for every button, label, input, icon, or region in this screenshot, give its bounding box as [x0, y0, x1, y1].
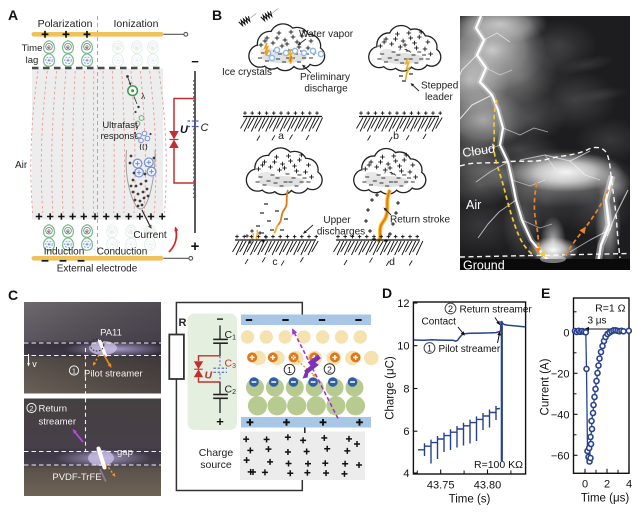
svg-text:e: e [66, 228, 70, 235]
svg-text:streamer: streamer [39, 417, 76, 428]
svg-text:1: 1 [427, 344, 432, 354]
svg-text:e: e [151, 44, 155, 51]
svg-text:e: e [148, 228, 152, 235]
svg-text:+: + [191, 238, 200, 255]
svg-text:43.80: 43.80 [474, 480, 502, 492]
svg-text:Water vapor: Water vapor [299, 29, 354, 40]
svg-text:6: 6 [403, 426, 409, 438]
svg-text:Charge: Charge [199, 447, 234, 459]
svg-text:C1: C1 [225, 329, 237, 342]
svg-text:Return streamer: Return streamer [460, 305, 533, 316]
svg-text:e: e [47, 228, 51, 235]
svg-text:R: R [179, 317, 187, 329]
svg-text:4: 4 [626, 479, 632, 491]
svg-text:Induction: Induction [44, 247, 85, 258]
svg-text:10: 10 [397, 341, 409, 353]
svg-text:Pilot streamer: Pilot streamer [439, 344, 501, 355]
svg-text:e: e [66, 44, 70, 51]
svg-text:PVDF-TrFE: PVDF-TrFE [52, 472, 101, 483]
svg-text:Preliminary: Preliminary [300, 72, 350, 83]
svg-text:c: c [272, 256, 277, 268]
svg-text:Conduction: Conduction [97, 247, 148, 258]
svg-text:−20: −20 [551, 368, 570, 380]
svg-text:2: 2 [448, 304, 453, 314]
svg-text:lag: lag [26, 55, 39, 66]
svg-text:43.75: 43.75 [427, 480, 455, 492]
svg-text:D: D [382, 285, 392, 301]
svg-text:e: e [135, 44, 139, 51]
svg-text:Return stroke: Return stroke [390, 215, 450, 226]
svg-text:Current (A): Current (A) [540, 358, 552, 415]
svg-text:3 μs: 3 μs [587, 316, 606, 327]
svg-text:discharges: discharges [317, 227, 365, 238]
svg-text:2: 2 [604, 479, 610, 491]
svg-text:C2: C2 [225, 384, 237, 397]
svg-text:Air: Air [15, 160, 28, 171]
svg-text:A: A [8, 7, 18, 23]
svg-text:−60: −60 [551, 450, 570, 462]
svg-text:Polarization: Polarization [38, 18, 93, 30]
svg-text:response: response [100, 131, 139, 142]
svg-text:Ionization: Ionization [114, 18, 159, 30]
svg-text:0: 0 [563, 327, 569, 339]
svg-text:+: + [216, 414, 224, 429]
svg-text:2: 2 [327, 365, 332, 375]
svg-text:PA11: PA11 [100, 328, 122, 339]
svg-text:b: b [393, 130, 399, 142]
svg-text:U: U [205, 370, 213, 382]
svg-text:1: 1 [72, 367, 76, 376]
svg-text:12: 12 [397, 298, 409, 310]
svg-text:Air: Air [466, 198, 481, 212]
svg-text:1: 1 [287, 365, 292, 375]
svg-text:a: a [278, 130, 284, 142]
svg-text:gap: gap [117, 447, 133, 458]
svg-text:e: e [47, 44, 51, 51]
svg-text:Cloud: Cloud [461, 142, 495, 160]
svg-text:−: − [191, 54, 199, 69]
svg-text:e: e [110, 228, 114, 235]
svg-text:d: d [389, 256, 395, 268]
svg-text:C: C [201, 122, 209, 134]
svg-text:source: source [200, 459, 232, 471]
svg-text:R=1 Ω: R=1 Ω [595, 303, 625, 315]
svg-text:B: B [212, 7, 222, 23]
svg-text:Pilot streamer: Pilot streamer [84, 369, 143, 380]
svg-text:4: 4 [403, 468, 409, 480]
svg-text:Current: Current [133, 230, 167, 241]
svg-text:e: e [129, 228, 133, 235]
svg-text:e: e [85, 44, 89, 51]
svg-text:U: U [180, 124, 189, 136]
svg-text:Upper: Upper [323, 215, 351, 226]
svg-text:8: 8 [403, 384, 409, 396]
svg-text:Ultrafast: Ultrafast [102, 120, 138, 131]
svg-text:0: 0 [582, 479, 588, 491]
svg-text:Stepped: Stepped [421, 81, 458, 92]
svg-text:λ: λ [141, 91, 146, 101]
svg-text:Time: Time [22, 43, 43, 54]
svg-text:Ground: Ground [463, 259, 505, 273]
svg-text:Time (μs): Time (μs) [581, 493, 630, 505]
svg-text:Contact: Contact [422, 317, 457, 328]
svg-text:2: 2 [29, 404, 33, 413]
svg-text:e: e [85, 228, 89, 235]
svg-text:Return: Return [39, 404, 68, 415]
svg-text:−: − [216, 312, 223, 326]
svg-text:R=100 KΩ: R=100 KΩ [474, 459, 523, 471]
svg-text:Ice crystals: Ice crystals [222, 67, 272, 78]
svg-text:leader: leader [425, 92, 453, 103]
svg-text:E: E [541, 285, 550, 301]
svg-text:C: C [8, 287, 18, 303]
svg-text:e: e [116, 44, 120, 51]
svg-text:Charge (μC): Charge (μC) [385, 356, 397, 420]
svg-text:v: v [32, 359, 37, 369]
svg-text:External electrode: External electrode [57, 264, 138, 275]
svg-text:Time (s): Time (s) [449, 494, 491, 506]
svg-text:C3: C3 [225, 358, 237, 371]
svg-text:discharge: discharge [304, 84, 348, 95]
svg-text:−40: −40 [551, 409, 570, 421]
